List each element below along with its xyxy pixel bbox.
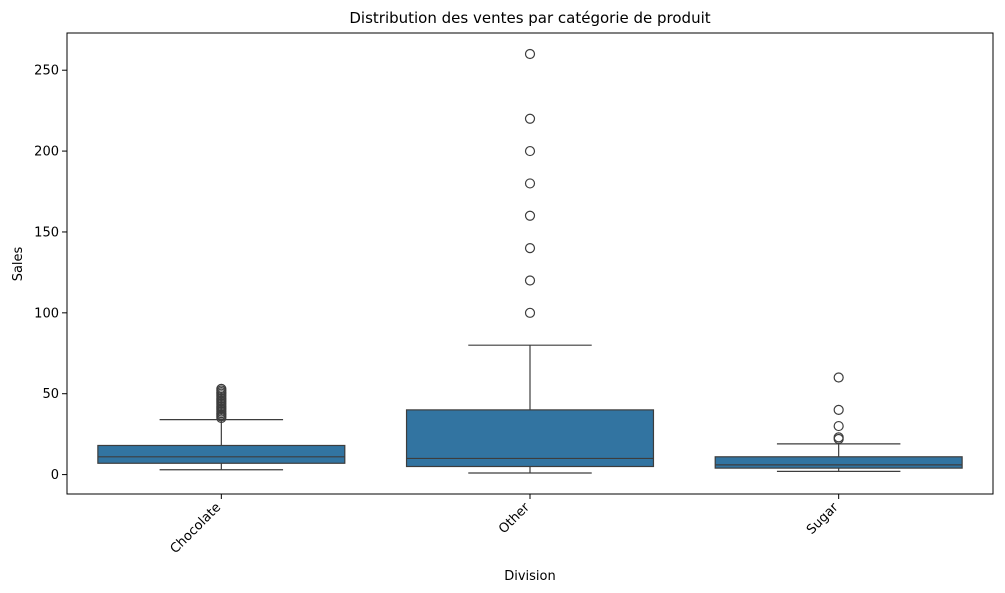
- chart-title: Distribution des ventes par catégorie de…: [349, 9, 710, 27]
- x-tick-label-0: Chocolate: [168, 500, 225, 557]
- box-0: [97, 444, 346, 464]
- box-2: [714, 456, 963, 469]
- outlier-1-6: [524, 113, 536, 124]
- x-axis-title: Division: [504, 569, 556, 584]
- outlier-1-0: [524, 307, 536, 318]
- outlier-2-4: [833, 372, 844, 383]
- box-1: [405, 409, 655, 468]
- outlier-2-1: [833, 432, 844, 443]
- outlier-1-4: [524, 178, 536, 189]
- outlier-1-3: [524, 210, 536, 221]
- outlier-1-7: [524, 48, 536, 60]
- outlier-2-3: [833, 404, 844, 415]
- y-tick-label-3: 150: [34, 225, 59, 240]
- outlier-1-1: [524, 275, 536, 286]
- y-tick-label-5: 250: [34, 64, 59, 79]
- y-tick-label-4: 200: [34, 145, 59, 160]
- y-tick-label-0: 0: [51, 468, 59, 483]
- outlier-1-2: [524, 243, 536, 254]
- outlier-2-2: [833, 420, 844, 432]
- plot-frame: [66, 32, 994, 495]
- y-tick-label-2: 100: [34, 306, 59, 321]
- y-tick-label-1: 50: [42, 387, 59, 402]
- y-axis-title: Sales: [11, 246, 26, 281]
- outlier-0-18: [216, 383, 227, 394]
- x-tick-label-1: Other: [496, 500, 533, 537]
- outlier-1-5: [524, 145, 536, 157]
- x-tick-label-2: Sugar: [804, 500, 842, 538]
